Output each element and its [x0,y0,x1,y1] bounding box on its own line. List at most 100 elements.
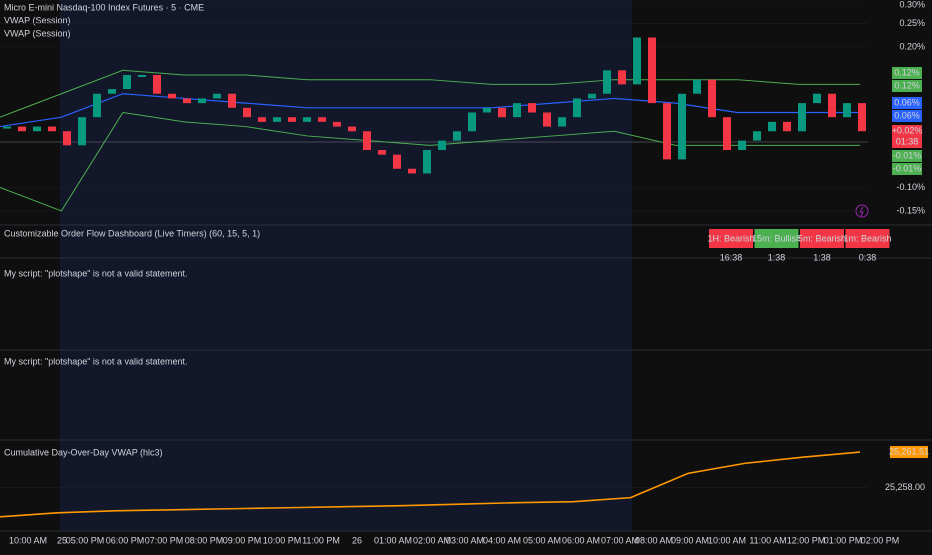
dashboard-cell-label: 1m: Bearish [843,233,891,243]
candle [3,126,11,129]
candle [558,117,566,127]
price-badge-label: -0.01% [893,150,922,160]
dashboard-cell-label: 1H: Bearish [707,233,754,243]
candle [393,154,401,169]
time-label: 09:00 AM [671,535,709,545]
candle [438,140,446,150]
time-label: 08:00 AM [635,535,673,545]
candle [648,37,656,104]
time-label: 05:00 PM [66,535,105,545]
cumulative-vwap-line [0,451,861,518]
y-tick-label: 0.25% [899,18,925,28]
candle [348,126,356,132]
time-label: 02:00 PM [861,535,900,545]
price-badge [892,97,922,109]
indicator-label: VWAP (Session) [4,28,71,38]
candle [678,93,686,160]
vwap-line [0,93,860,128]
dashboard-cell [754,229,799,248]
candle [618,70,626,85]
candle [228,93,236,108]
candle [798,103,806,132]
candle [48,126,56,132]
candle [663,103,671,160]
candle [78,117,86,146]
y-tick-label: -0.15% [896,205,925,215]
candle [783,121,791,132]
y-tick-label: 25,258.00 [885,482,925,492]
candle [753,131,761,141]
time-label: 26 [352,535,362,545]
price-badge-label: 0.12% [894,67,920,77]
value-badge-label: 25,261.51 [889,446,929,456]
vwap-upper-band [0,69,860,118]
candle [633,37,641,85]
price-badge [892,150,922,162]
candle [33,126,41,132]
indicator-label: Customizable Order Flow Dashboard (Live … [4,228,260,238]
dashboard-timer: 0:38 [859,252,877,262]
price-badge-label: -0.01% [893,163,922,173]
candle [693,79,701,94]
candle [423,150,431,174]
candle [738,140,746,150]
alert-icon-bolt [859,206,864,217]
dashboard-cell-label: 5m: Bearish [798,233,846,243]
candle [333,121,341,127]
candle [63,131,71,146]
candle [183,98,191,104]
candle [303,117,311,122]
candle [408,168,416,174]
candle [138,75,146,77]
candle [318,117,326,122]
candle [858,103,866,132]
indicator-label: Cumulative Day-Over-Day VWAP (hlc3) [4,447,163,457]
price-badge-label: +0.02% [892,125,923,135]
candle [198,98,206,104]
y-tick-label: -0.10% [896,182,925,192]
time-label: 12:00 PM [787,535,826,545]
candle [363,131,371,150]
time-label: 08:00 PM [185,535,224,545]
time-label: 07:00 PM [145,535,184,545]
dashboard-timer: 1:38 [768,252,786,262]
candle [483,107,491,113]
candle [288,117,296,122]
candle [723,117,731,150]
price-badge [892,67,922,79]
candle [153,75,161,94]
candle [468,112,476,132]
price-badge [892,136,922,148]
price-badge [892,80,922,92]
dashboard-cell [709,229,753,248]
candle [843,103,851,118]
price-badge-label: 0.12% [894,80,920,90]
candle [498,107,506,118]
candle [603,70,611,94]
time-label: 06:00 AM [562,535,600,545]
value-badge [890,446,928,459]
candle [453,131,461,141]
dashboard-timer: 1:38 [813,252,831,262]
price-badge [892,110,922,122]
candle [708,79,716,118]
candle [273,117,281,122]
price-badge-label: 0.06% [894,97,920,107]
time-label: 09:00 PM [223,535,262,545]
time-label: 04:00 AM [483,535,521,545]
time-label: 06:00 PM [106,535,145,545]
candle [243,107,251,118]
candle [123,75,131,90]
time-label: 01:00 PM [824,535,863,545]
y-tick-label: 0.30% [899,0,925,9]
error-message: My script: "plotshape" is not a valid st… [4,268,187,278]
candle [258,117,266,122]
time-label: 25 [57,535,67,545]
time-label: 10:00 AM [9,535,47,545]
vwap-lower-band [0,111,860,212]
y-tick-label: 0.20% [899,41,925,51]
price-badge [892,125,922,137]
error-message: My script: "plotshape" is not a valid st… [4,356,187,366]
candle [378,150,386,155]
